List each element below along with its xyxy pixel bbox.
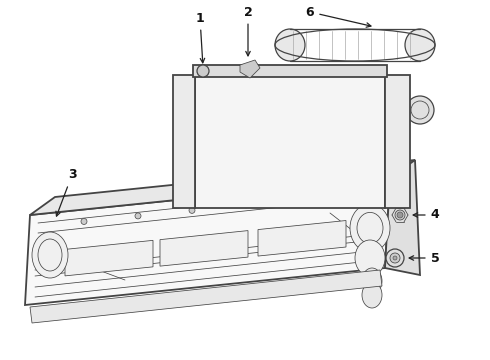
Ellipse shape	[357, 212, 383, 244]
Ellipse shape	[362, 268, 382, 294]
Polygon shape	[160, 231, 248, 266]
Polygon shape	[385, 75, 410, 208]
Polygon shape	[258, 221, 346, 256]
Polygon shape	[30, 160, 415, 215]
Polygon shape	[385, 160, 420, 275]
Ellipse shape	[243, 202, 249, 208]
Polygon shape	[25, 178, 390, 305]
Text: 6: 6	[306, 5, 371, 27]
Ellipse shape	[350, 204, 390, 252]
Polygon shape	[30, 270, 382, 323]
Ellipse shape	[275, 29, 305, 61]
Text: 5: 5	[409, 252, 440, 265]
Ellipse shape	[395, 210, 405, 220]
Text: 4: 4	[413, 208, 440, 221]
Ellipse shape	[406, 96, 434, 124]
Ellipse shape	[405, 29, 435, 61]
Ellipse shape	[362, 282, 382, 308]
Ellipse shape	[390, 253, 400, 263]
Ellipse shape	[197, 65, 209, 77]
Polygon shape	[173, 75, 195, 208]
Ellipse shape	[397, 212, 403, 218]
Ellipse shape	[32, 232, 68, 278]
Ellipse shape	[135, 213, 141, 219]
Polygon shape	[240, 60, 260, 78]
Polygon shape	[195, 75, 385, 208]
Text: 3: 3	[56, 168, 76, 216]
Text: 2: 2	[244, 5, 252, 56]
Ellipse shape	[189, 207, 195, 213]
Ellipse shape	[411, 101, 429, 119]
Ellipse shape	[81, 219, 87, 224]
Ellipse shape	[386, 249, 404, 267]
Ellipse shape	[393, 256, 397, 260]
Ellipse shape	[38, 239, 62, 271]
Ellipse shape	[355, 240, 385, 276]
Ellipse shape	[286, 197, 292, 203]
Text: 1: 1	[196, 12, 205, 63]
Polygon shape	[65, 240, 153, 276]
Polygon shape	[193, 65, 387, 77]
